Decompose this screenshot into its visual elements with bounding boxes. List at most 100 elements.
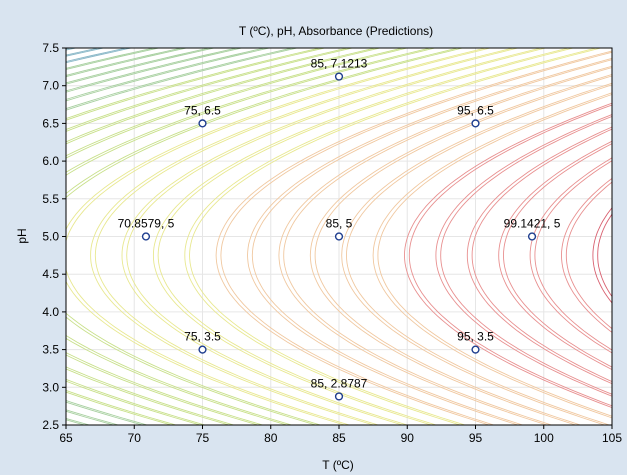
x-tick-label: 100: [534, 431, 554, 445]
contour-line: [66, 48, 437, 425]
contour-line: [565, 181, 612, 330]
design-point-label: 95, 3.5: [457, 330, 494, 344]
design-point-marker: [334, 232, 344, 241]
contour-line: [66, 48, 493, 425]
contour-line: [126, 48, 548, 425]
contour-line: [341, 82, 612, 425]
design-point-marker: [471, 119, 480, 128]
contour-line: [408, 104, 612, 407]
contour-line: [220, 51, 612, 425]
contour-line: [377, 93, 612, 417]
design-point: 99.1421, 5: [504, 217, 561, 241]
y-tick-label: 5.5: [42, 192, 59, 206]
contour-line: [346, 84, 612, 425]
contour-line: [251, 59, 612, 425]
contour-line: [66, 48, 322, 425]
y-tick-label: 2.5: [42, 418, 59, 432]
design-point: 85, 7.1213: [311, 57, 368, 81]
contour-line: [247, 57, 612, 425]
contour-line: [534, 160, 612, 351]
design-point: 75, 3.5: [184, 330, 221, 354]
contour-line: [66, 48, 405, 425]
contour-line: [66, 48, 294, 425]
contour-line: [66, 48, 377, 425]
design-point-label: 70.8579, 5: [118, 217, 175, 231]
contour-line: [66, 48, 350, 425]
design-point-marker: [141, 232, 151, 241]
x-tick-label: 80: [264, 431, 278, 445]
x-tick-label: 70: [128, 431, 142, 445]
contour-line: [404, 102, 612, 409]
contour-line: [503, 143, 612, 368]
design-point-label: 85, 5: [326, 217, 353, 231]
design-point: 75, 6.5: [184, 103, 221, 128]
chart-title: T (ºC), pH, Absorbance (Predictions): [239, 24, 433, 38]
y-tick-label: 6.0: [42, 154, 59, 168]
x-tick-label: 90: [401, 431, 415, 445]
x-tick-label: 105: [602, 431, 622, 445]
y-tick-label: 7.0: [42, 79, 59, 93]
y-tick-label: 3.5: [42, 343, 59, 357]
design-point-marker: [527, 232, 537, 241]
x-axis-ticks: 65 70 75 80 85 90 95 100 105: [59, 425, 622, 445]
contour-line: [121, 48, 543, 425]
design-point-label: 75, 6.5: [184, 103, 221, 117]
contour-line: [66, 48, 433, 425]
y-tick-label: 5.0: [42, 230, 59, 244]
contour-line: [435, 114, 612, 397]
y-tick-label: 3.0: [42, 380, 59, 394]
x-tick-label: 95: [469, 431, 483, 445]
contour-line: [66, 48, 354, 425]
contour-line: [561, 177, 612, 333]
y-tick-label: 4.0: [42, 305, 59, 319]
contour-line: [184, 48, 598, 425]
contour-line: [66, 48, 299, 425]
contour-line: [215, 50, 612, 425]
contour-line: [466, 126, 612, 385]
design-point: 85, 5: [326, 217, 353, 241]
design-point-marker: [334, 392, 344, 401]
y-tick-label: 6.5: [42, 116, 59, 130]
contour-line: [66, 48, 382, 425]
y-tick-label: 7.5: [42, 41, 59, 55]
design-point-label: 99.1421, 5: [504, 217, 561, 231]
contour-line: [66, 48, 327, 425]
contour-line: [440, 115, 612, 395]
design-point-label: 85, 7.1213: [311, 57, 368, 71]
design-point-marker: [471, 345, 480, 354]
contour-line: [66, 48, 465, 425]
y-axis-title: pH: [15, 228, 29, 243]
contour-lines: [66, 48, 612, 425]
contour-line: [597, 213, 612, 298]
design-point-label: 85, 2.8787: [311, 376, 368, 390]
contour-line: [66, 48, 410, 425]
contour-line: [498, 140, 612, 371]
contour-line: [278, 65, 612, 425]
design-point: 70.8579, 5: [118, 217, 175, 241]
contour-line: [157, 48, 576, 425]
design-points: 85, 7.1213 75, 6.5 95, 6.5 70.8579, 5 85, 5 9…: [118, 57, 561, 401]
design-point-marker: [334, 72, 344, 81]
plot-area: [65, 47, 613, 426]
design-point-marker: [198, 119, 207, 128]
design-point-label: 95, 6.5: [457, 103, 494, 117]
x-tick-label: 85: [332, 431, 346, 445]
design-point: 95, 3.5: [457, 330, 494, 354]
contour-line: [90, 48, 515, 425]
contour-line: [471, 128, 612, 383]
x-tick-label: 65: [59, 431, 73, 445]
contour-line: [592, 207, 612, 304]
contour-line: [309, 73, 612, 425]
contour-line: [66, 48, 488, 425]
contour-line: [189, 48, 603, 425]
design-point: 95, 6.5: [457, 103, 494, 128]
design-point-marker: [198, 345, 207, 354]
contour-line: [283, 67, 612, 425]
x-axis-title: T (ºC): [322, 458, 354, 472]
y-tick-label: 4.5: [42, 267, 59, 281]
contour-line: [152, 48, 571, 425]
design-point-label: 75, 3.5: [184, 330, 221, 344]
contour-line: [372, 92, 612, 419]
contour-line: [314, 75, 612, 425]
